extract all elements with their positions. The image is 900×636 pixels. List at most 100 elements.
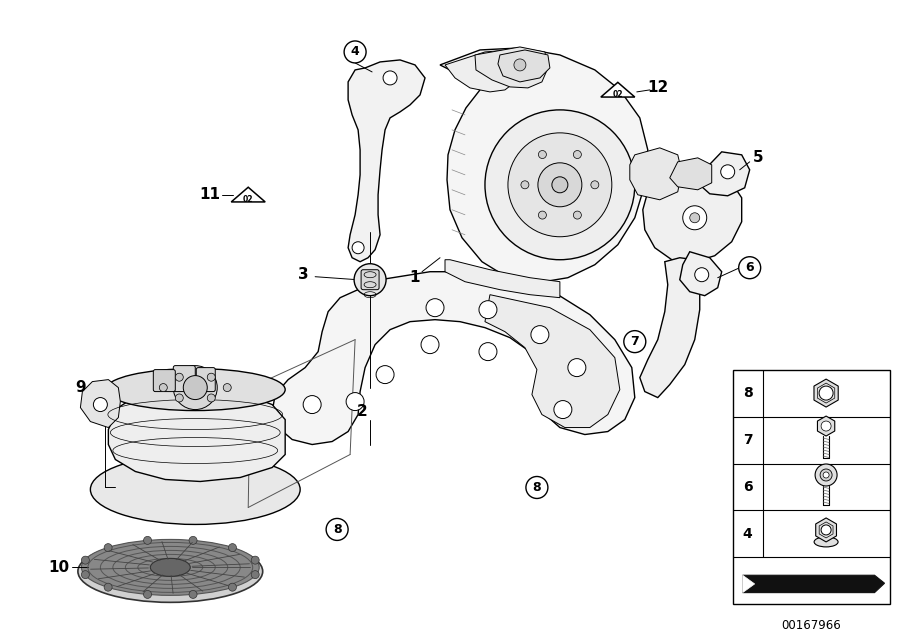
Circle shape xyxy=(485,110,634,259)
Polygon shape xyxy=(814,379,838,407)
Polygon shape xyxy=(498,50,550,82)
Text: 5: 5 xyxy=(752,150,763,165)
Polygon shape xyxy=(817,416,834,436)
Circle shape xyxy=(176,373,184,381)
Circle shape xyxy=(376,366,394,384)
Text: 02: 02 xyxy=(243,195,254,204)
Ellipse shape xyxy=(150,558,190,576)
Text: 8: 8 xyxy=(333,523,341,536)
Circle shape xyxy=(479,301,497,319)
Polygon shape xyxy=(108,387,285,481)
Circle shape xyxy=(514,59,526,71)
Polygon shape xyxy=(670,158,712,190)
Text: 7: 7 xyxy=(630,335,639,348)
Circle shape xyxy=(176,394,184,402)
Ellipse shape xyxy=(105,369,285,411)
Circle shape xyxy=(174,366,217,410)
Text: 8: 8 xyxy=(533,481,541,494)
Text: 4: 4 xyxy=(351,45,359,59)
Polygon shape xyxy=(643,168,742,262)
Circle shape xyxy=(383,71,397,85)
Circle shape xyxy=(207,373,215,381)
Polygon shape xyxy=(348,60,425,262)
Circle shape xyxy=(104,583,112,591)
Circle shape xyxy=(721,165,734,179)
Circle shape xyxy=(590,181,598,189)
Polygon shape xyxy=(231,187,266,202)
Ellipse shape xyxy=(90,455,301,525)
Circle shape xyxy=(326,518,348,541)
Text: 4: 4 xyxy=(742,527,752,541)
Circle shape xyxy=(104,544,112,551)
FancyBboxPatch shape xyxy=(196,368,215,392)
Circle shape xyxy=(573,151,581,158)
Circle shape xyxy=(689,213,699,223)
Circle shape xyxy=(229,583,237,591)
Circle shape xyxy=(344,41,366,63)
Circle shape xyxy=(81,570,89,579)
Circle shape xyxy=(624,331,646,352)
Polygon shape xyxy=(80,380,121,427)
Circle shape xyxy=(538,163,582,207)
Circle shape xyxy=(94,398,107,411)
Polygon shape xyxy=(699,152,750,196)
Polygon shape xyxy=(815,518,836,542)
Polygon shape xyxy=(445,259,560,298)
Circle shape xyxy=(251,570,259,579)
Polygon shape xyxy=(440,48,648,282)
Circle shape xyxy=(573,211,581,219)
Circle shape xyxy=(81,556,89,564)
FancyBboxPatch shape xyxy=(174,366,195,392)
Circle shape xyxy=(554,401,572,418)
Ellipse shape xyxy=(814,537,838,547)
Text: 11: 11 xyxy=(200,187,220,202)
Bar xyxy=(733,370,889,604)
Polygon shape xyxy=(630,148,682,200)
Text: 9: 9 xyxy=(75,380,86,395)
Polygon shape xyxy=(445,50,520,92)
Circle shape xyxy=(552,177,568,193)
Circle shape xyxy=(683,206,706,230)
FancyBboxPatch shape xyxy=(153,370,176,392)
Text: 10: 10 xyxy=(48,560,69,575)
Text: 3: 3 xyxy=(298,267,309,282)
Text: 8: 8 xyxy=(742,386,752,400)
Text: 2: 2 xyxy=(356,404,367,419)
Text: 1: 1 xyxy=(410,270,420,285)
Circle shape xyxy=(207,394,215,402)
Ellipse shape xyxy=(81,539,259,595)
Circle shape xyxy=(526,476,548,499)
Text: 00167966: 00167966 xyxy=(781,619,841,632)
FancyBboxPatch shape xyxy=(361,270,379,289)
Circle shape xyxy=(508,133,612,237)
Circle shape xyxy=(421,336,439,354)
Circle shape xyxy=(819,386,833,400)
Circle shape xyxy=(538,211,546,219)
Circle shape xyxy=(144,536,151,544)
Circle shape xyxy=(352,242,365,254)
Circle shape xyxy=(144,590,151,598)
Circle shape xyxy=(189,590,197,598)
Circle shape xyxy=(346,392,364,411)
Text: 02: 02 xyxy=(613,90,623,99)
Polygon shape xyxy=(272,272,634,445)
Ellipse shape xyxy=(78,541,263,602)
Text: 6: 6 xyxy=(745,261,754,274)
Circle shape xyxy=(820,469,832,481)
Text: 6: 6 xyxy=(742,480,752,494)
Circle shape xyxy=(159,384,167,392)
Text: 7: 7 xyxy=(742,433,752,447)
Polygon shape xyxy=(742,575,885,593)
Circle shape xyxy=(229,544,237,551)
Circle shape xyxy=(695,268,708,282)
Circle shape xyxy=(739,257,760,279)
Circle shape xyxy=(479,343,497,361)
Circle shape xyxy=(303,396,321,413)
Circle shape xyxy=(821,525,831,535)
Circle shape xyxy=(184,376,207,399)
Circle shape xyxy=(426,299,444,317)
Circle shape xyxy=(821,421,831,431)
Polygon shape xyxy=(475,47,548,88)
Polygon shape xyxy=(742,575,755,593)
Circle shape xyxy=(824,472,829,478)
